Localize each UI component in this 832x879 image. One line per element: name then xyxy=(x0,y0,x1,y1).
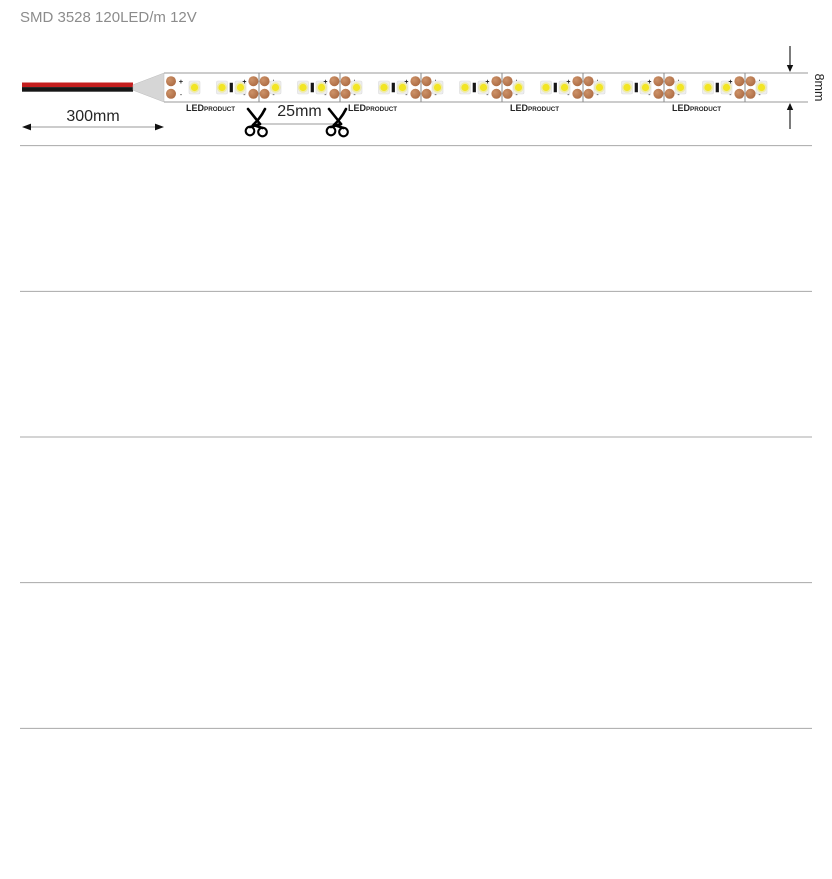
svg-text:+: + xyxy=(242,79,246,86)
svg-text:+: + xyxy=(179,77,184,86)
svg-text:-: - xyxy=(180,90,183,99)
svg-text:+: + xyxy=(647,79,651,86)
svg-text:300mm: 300mm xyxy=(66,108,119,125)
svg-text:+: + xyxy=(323,79,327,86)
svg-text:25mm: 25mm xyxy=(277,103,321,120)
svg-text:+: + xyxy=(404,79,408,86)
svg-text:+: + xyxy=(728,79,732,86)
svg-text:LEDPRODUCT: LEDPRODUCT xyxy=(672,103,721,113)
svg-text:LEDPRODUCT: LEDPRODUCT xyxy=(186,103,235,113)
svg-text:LEDPRODUCT: LEDPRODUCT xyxy=(348,103,397,113)
svg-text:LEDPRODUCT: LEDPRODUCT xyxy=(510,103,559,113)
svg-text:+: + xyxy=(485,79,489,86)
svg-text:+: + xyxy=(566,79,570,86)
svg-text:8mm: 8mm xyxy=(812,74,826,102)
svg-text:SMD 3528 120LED/m 12V: SMD 3528 120LED/m 12V xyxy=(20,9,197,26)
